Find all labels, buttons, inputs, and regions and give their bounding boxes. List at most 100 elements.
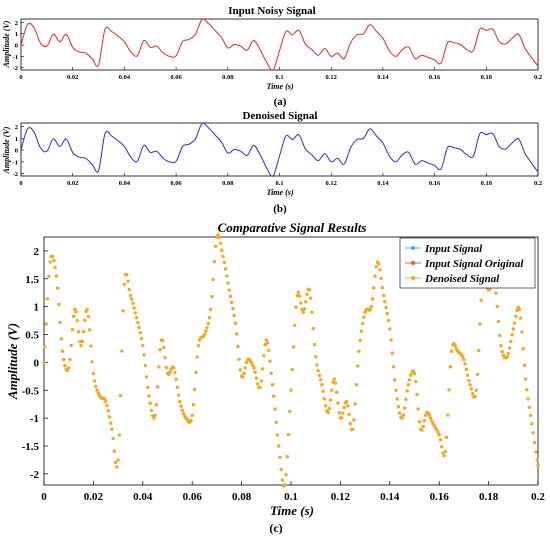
data-point [536, 463, 540, 468]
data-point [262, 353, 266, 358]
x-tick-label: 0.14 [377, 180, 389, 187]
data-point [312, 342, 317, 347]
data-point [406, 382, 411, 387]
data-point [108, 421, 113, 425]
panel-c-points [42, 233, 540, 488]
x-tick-label: 0.2 [531, 491, 545, 503]
data-point [363, 310, 367, 314]
data-point [478, 322, 482, 326]
x-tick-label: 0.14 [377, 74, 389, 81]
data-point [496, 319, 501, 324]
legend-marker-input-signal [411, 246, 415, 250]
data-point [54, 274, 59, 278]
data-point [87, 328, 92, 332]
data-point [381, 293, 386, 298]
data-point [242, 371, 246, 376]
data-point [138, 330, 143, 335]
data-point [207, 316, 212, 320]
x-tick-label: 0.08 [222, 74, 234, 81]
data-point [441, 451, 445, 455]
data-point [374, 264, 378, 269]
data-point [404, 397, 408, 402]
data-point [370, 297, 375, 301]
data-point [129, 297, 134, 301]
data-point [317, 373, 322, 378]
data-point [530, 422, 534, 426]
panel-a-caption: (a) [274, 96, 287, 108]
data-point [141, 343, 145, 348]
data-point [534, 450, 538, 454]
x-tick-label: 0.2 [534, 180, 542, 187]
data-point [253, 370, 257, 374]
data-point [297, 294, 302, 298]
data-point [460, 355, 465, 359]
y-tick-label: 0 [15, 43, 18, 50]
data-point [55, 286, 60, 290]
data-point [528, 413, 533, 418]
data-point [369, 304, 373, 309]
data-point [230, 300, 234, 305]
data-point [286, 432, 291, 437]
data-point [421, 424, 425, 429]
data-point [204, 329, 208, 333]
data-point [405, 389, 409, 393]
data-point [160, 338, 165, 343]
data-point [142, 353, 146, 357]
data-point [304, 300, 308, 304]
data-point [279, 467, 283, 472]
x-tick-label: 0.18 [481, 180, 493, 187]
data-point [437, 433, 441, 437]
data-point [473, 394, 477, 399]
data-point [514, 314, 518, 318]
data-point [60, 349, 65, 353]
data-point [244, 360, 249, 365]
data-point [344, 399, 349, 404]
data-point [444, 435, 449, 440]
data-point [479, 298, 483, 302]
legend-label-denoised: Denoised Signal [424, 273, 500, 285]
data-point [500, 350, 504, 354]
x-tick-label: 0 [19, 74, 22, 81]
data-point [358, 338, 362, 343]
data-point [354, 383, 359, 387]
data-point [412, 371, 417, 376]
data-point [205, 326, 209, 330]
data-point [512, 321, 517, 325]
data-point [510, 332, 514, 337]
data-point [194, 370, 198, 375]
data-point [416, 407, 420, 411]
data-point [334, 390, 339, 394]
x-tick-label: 0 [19, 180, 22, 187]
x-tick-label: 0.16 [430, 491, 450, 503]
data-point [154, 402, 159, 407]
data-point [465, 373, 470, 377]
data-point [314, 355, 318, 359]
legend-label-input-original: Input Signal Original [424, 258, 524, 270]
panel-a-xlabel: Time (s) [266, 82, 293, 91]
data-point [477, 348, 481, 353]
data-point [352, 418, 356, 422]
data-point [213, 244, 218, 249]
data-point [47, 274, 51, 279]
data-point [401, 413, 406, 417]
data-point [249, 360, 254, 365]
data-point [318, 378, 323, 382]
data-point [254, 376, 259, 380]
data-point [351, 427, 355, 431]
data-point [105, 403, 109, 408]
data-point [495, 304, 499, 309]
data-point [283, 483, 287, 487]
data-point [467, 378, 471, 383]
data-point [267, 348, 271, 353]
data-point [462, 357, 466, 362]
panel-c-title: Comparative Signal Results [218, 220, 367, 235]
data-point [386, 318, 391, 323]
data-point [227, 288, 231, 292]
data-point [233, 321, 238, 326]
data-point [206, 321, 210, 326]
data-point [238, 368, 243, 372]
legend-marker-denoised [411, 276, 415, 280]
data-point [163, 356, 167, 360]
data-point [517, 307, 522, 312]
data-point [310, 310, 314, 314]
